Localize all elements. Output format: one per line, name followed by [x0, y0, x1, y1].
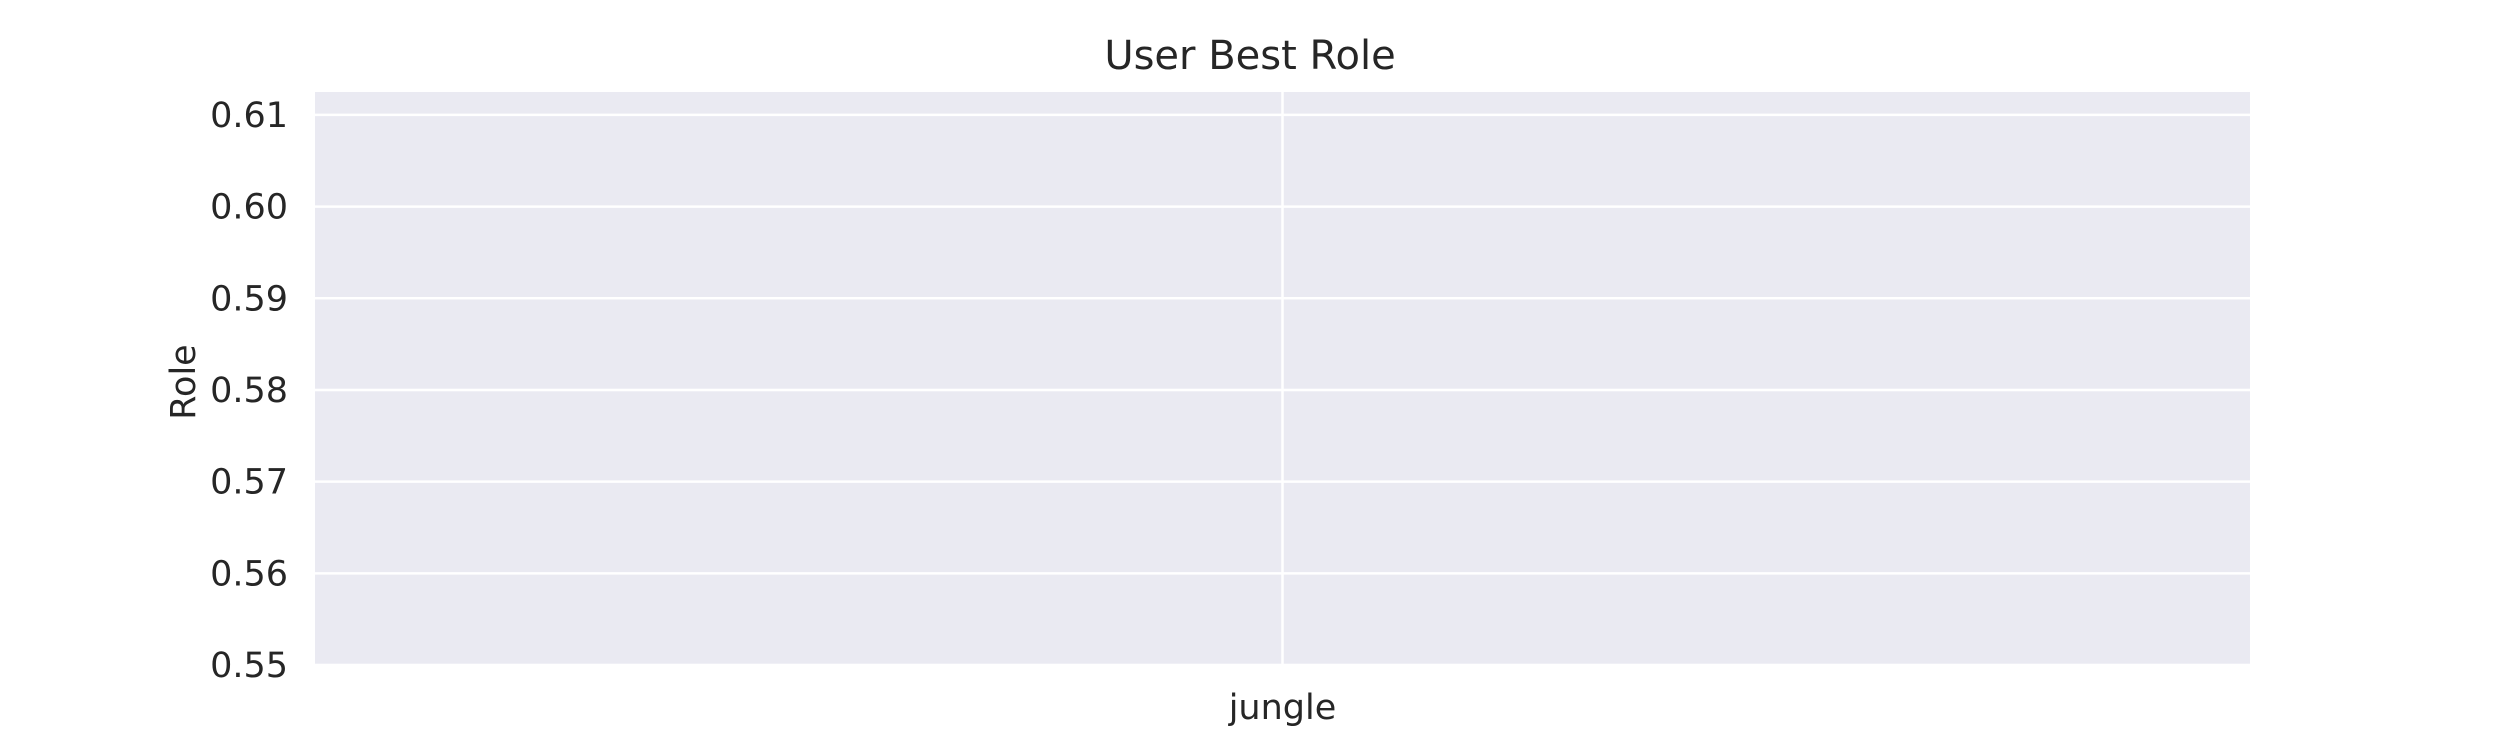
y-tick-label: 0.59 — [210, 279, 288, 319]
y-axis-label: Role — [164, 344, 204, 419]
y-tick-label: 0.58 — [210, 371, 288, 411]
x-tick-label: jungle — [1228, 688, 1337, 728]
y-tick-label: 0.60 — [210, 188, 288, 228]
y-tick-label: 0.56 — [210, 554, 288, 594]
x-tick-labels: jungle — [1228, 688, 1337, 728]
chart-title: User Best Role — [1104, 33, 1395, 79]
gridlines — [315, 92, 2250, 667]
y-tick-label: 0.55 — [210, 646, 288, 686]
y-tick-label: 0.61 — [210, 96, 288, 136]
y-tick-labels: 0.55 0.56 0.57 0.58 0.59 0.60 0.61 — [210, 96, 288, 686]
y-tick-label: 0.57 — [210, 463, 288, 503]
